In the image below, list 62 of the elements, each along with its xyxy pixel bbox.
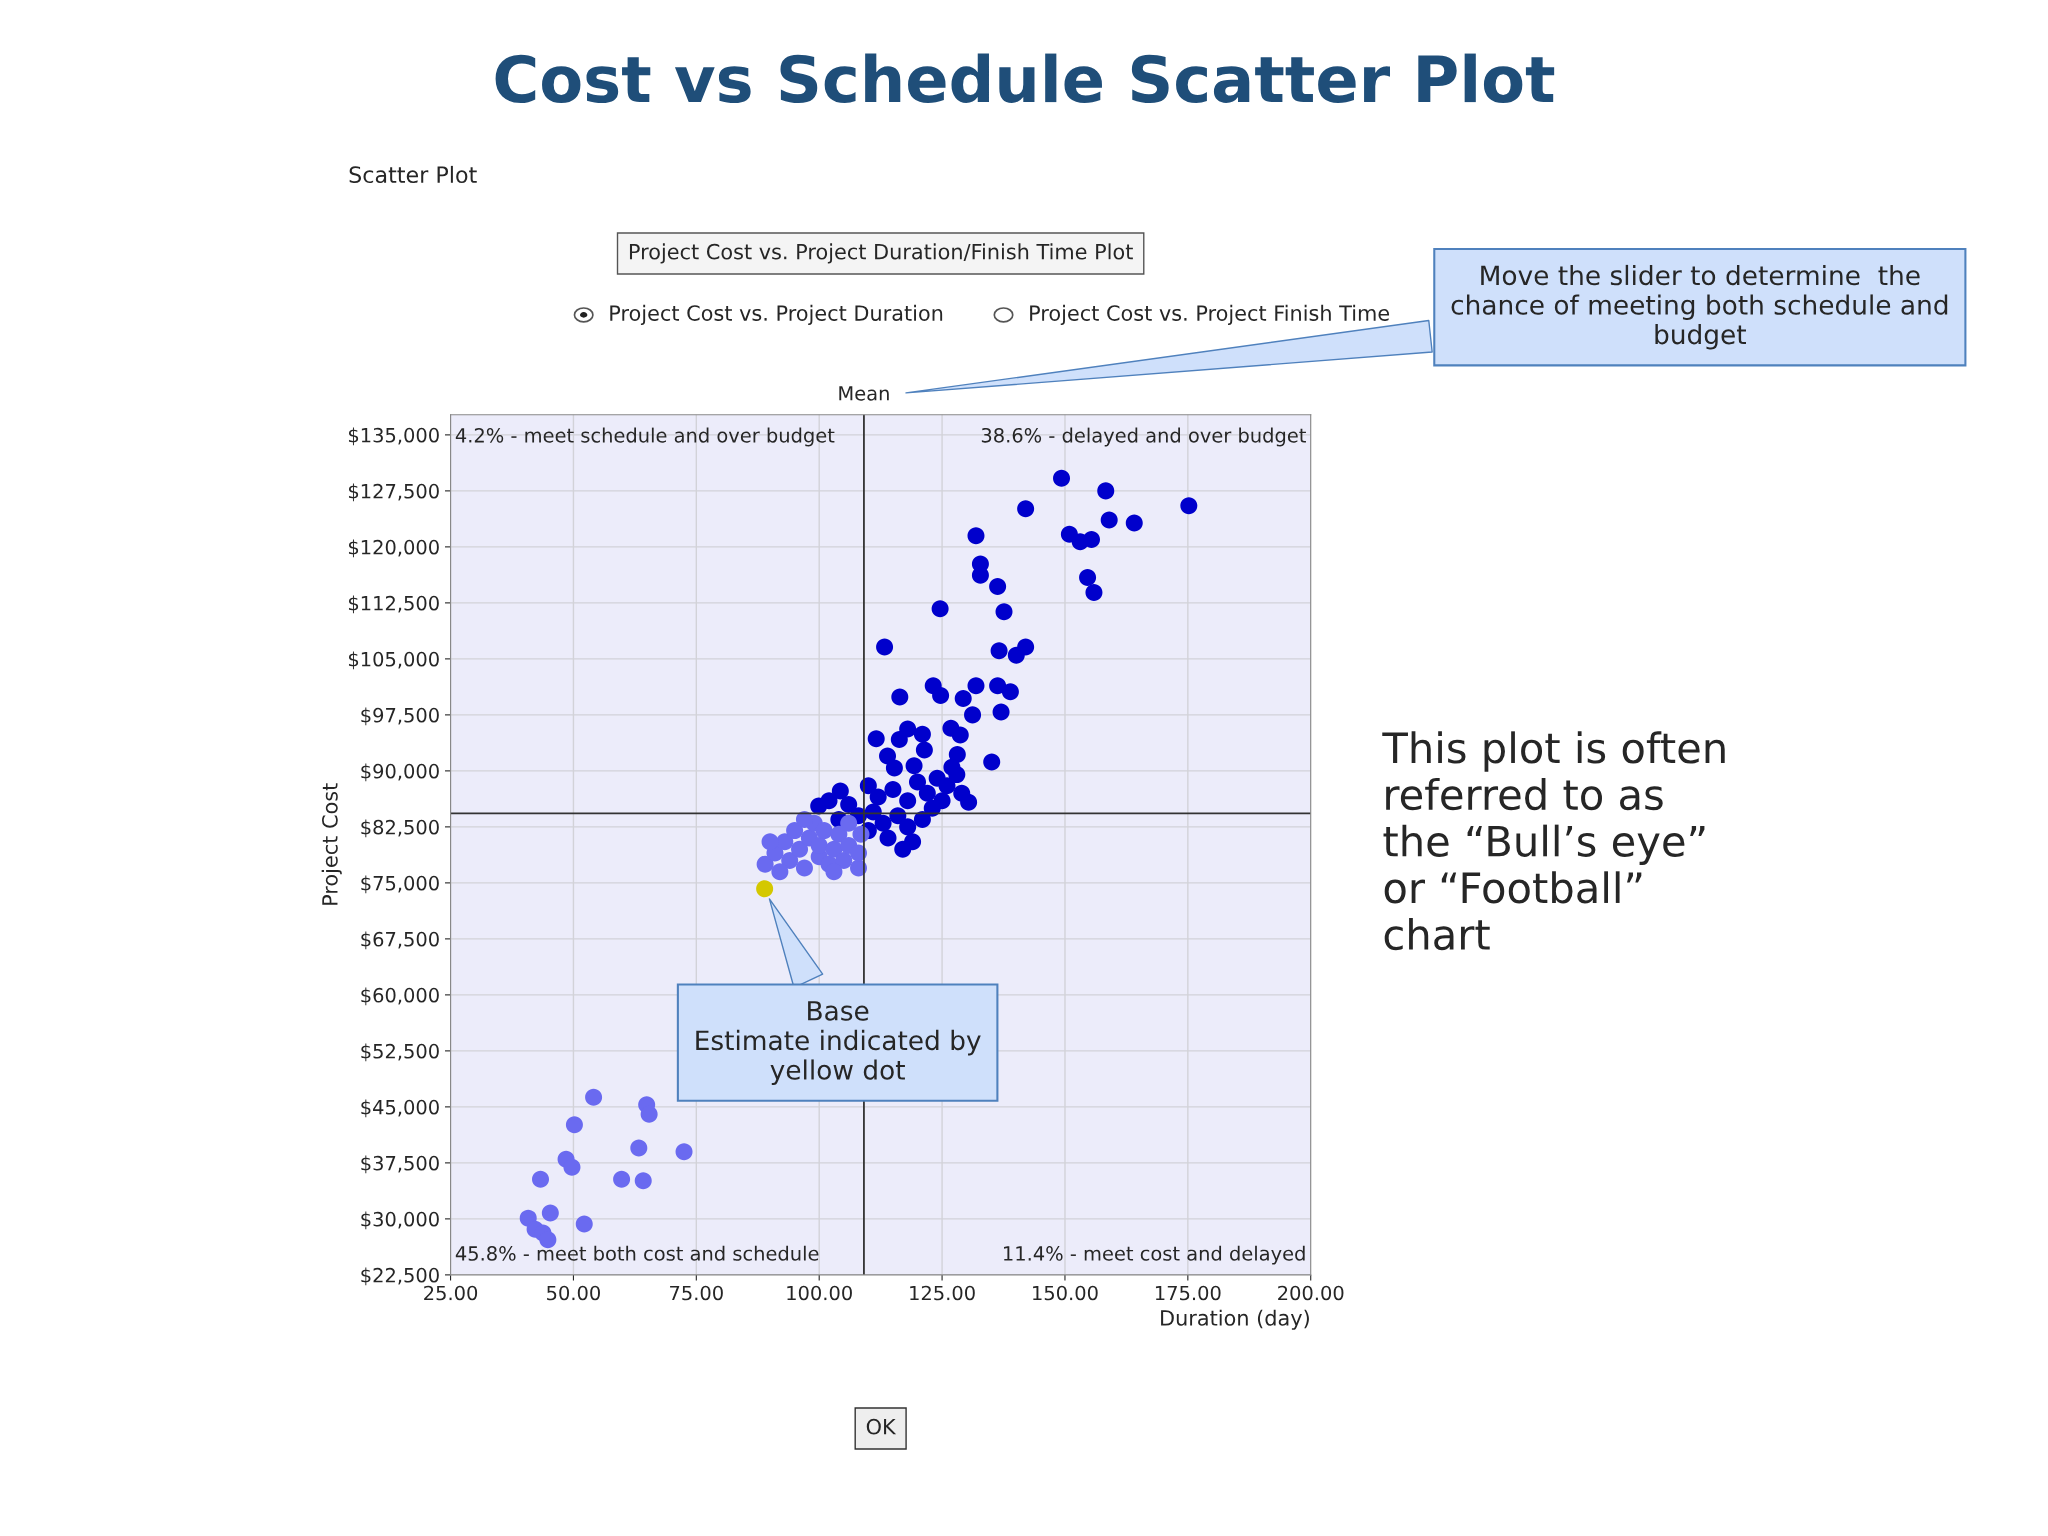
x-tick-label: 125.00	[910, 1285, 975, 1301]
text: Scatter Plot	[349, 165, 477, 184]
y-tick-label: $120,000	[348, 539, 439, 558]
annotation: Base Estimate indicated by yellow dot	[696, 1001, 981, 1085]
point	[815, 822, 833, 840]
y-tick-label: $60,000	[361, 987, 439, 1006]
annotation: 38.6% - delayed and over budget	[981, 427, 1306, 447]
y-tick-label: $90,000	[361, 763, 439, 782]
point	[771, 863, 789, 881]
y-tick-label: $52,500	[361, 1043, 439, 1062]
y-axis-title: Project Cost	[321, 783, 342, 905]
point	[675, 1143, 693, 1161]
text: Move the slider to determine the chance of meeting both schedule and budget	[1451, 264, 1948, 350]
text: Project Cost vs. Project Duration	[610, 304, 943, 325]
y-tick-label: $67,500	[361, 931, 439, 950]
y-tick-label: $22,500	[361, 1267, 439, 1286]
y-tick-label: $45,000	[361, 1099, 439, 1118]
text: OK	[866, 1418, 897, 1435]
x-tick-label: 50.00	[547, 1285, 600, 1301]
x-tick-label: 200.00	[1278, 1285, 1344, 1301]
point	[630, 1139, 648, 1157]
point	[575, 1215, 593, 1233]
y-tick-label: $37,500	[361, 1155, 439, 1174]
point	[791, 840, 809, 858]
point	[585, 1088, 603, 1106]
point	[835, 851, 853, 869]
point	[756, 855, 774, 873]
y-tick-label: $30,000	[361, 1211, 439, 1230]
y-tick-label: $112,500	[348, 595, 439, 614]
chart-subtitle: Project Cost vs. Project Duration/Finish Time Plot	[629, 243, 1133, 264]
ref-line-label: Mean	[839, 386, 889, 401]
x-tick-label: 25.00	[424, 1285, 478, 1301]
y-tick-label: $127,500	[348, 483, 439, 502]
point	[613, 1170, 631, 1188]
annotation: 4.2% - meet schedule and over budget	[455, 427, 835, 447]
text: This plot is often referred to as the “Bull’s eye” or “Football” chart	[1382, 731, 1725, 951]
x-tick-label: 100.00	[787, 1285, 852, 1301]
x-tick-label: 75.00	[670, 1285, 723, 1301]
point	[532, 1170, 550, 1188]
point	[786, 822, 804, 840]
point	[795, 810, 813, 828]
point	[634, 1172, 652, 1190]
y-tick-label: $97,500	[361, 707, 439, 726]
y-tick-label: $105,000	[348, 651, 439, 670]
point	[761, 833, 779, 851]
x-axis-title: Duration (day)	[1161, 1309, 1309, 1330]
point	[640, 1105, 658, 1123]
point	[756, 880, 774, 898]
y-tick-label: $135,000	[348, 427, 439, 446]
y-tick-label: $82,500	[361, 819, 439, 838]
chart-title: Cost vs Schedule Scatter Plot	[495, 53, 1555, 104]
x-tick-label: 175.00	[1155, 1285, 1221, 1301]
annotation: 11.4% - meet cost and delayed	[1004, 1245, 1305, 1265]
y-tick-label: $75,000	[361, 875, 439, 894]
x-tick-label: 150.00	[1033, 1285, 1098, 1301]
point	[565, 1116, 583, 1134]
point	[795, 859, 813, 877]
point	[541, 1204, 559, 1222]
point	[563, 1158, 581, 1176]
text: Project Cost vs. Project Finish Time	[1030, 304, 1390, 325]
point	[840, 814, 858, 832]
annotation: 45.8% - meet both cost and schedule	[455, 1245, 819, 1261]
